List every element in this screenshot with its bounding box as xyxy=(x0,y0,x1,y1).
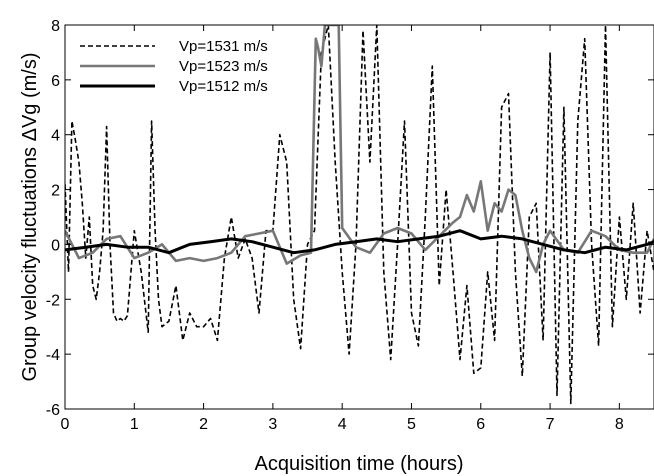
series-line-1 xyxy=(65,25,654,405)
series-line-2 xyxy=(65,25,654,274)
y-tick-label: 2 xyxy=(51,183,60,200)
x-tick-label: 7 xyxy=(546,416,555,433)
x-tick-label: 4 xyxy=(338,416,347,433)
series-layer xyxy=(65,25,654,405)
y-tick-label: -4 xyxy=(46,347,60,364)
ticks-layer: 0 1 2 3 4 5 6 7 8 -6 -4 -2 0 2 4 6 8 xyxy=(46,18,654,433)
legend-label-1: Vp=1531 m/s xyxy=(179,38,268,55)
plot-frame xyxy=(64,24,654,410)
legend: Vp=1531 m/s Vp=1523 m/s Vp=1512 m/s xyxy=(80,38,268,95)
y-axis-title: Group velocity fluctuations ΔVg (m/s) xyxy=(19,52,41,381)
legend-label-2: Vp=1523 m/s xyxy=(179,58,268,75)
y-tick-label: 0 xyxy=(51,237,60,254)
y-tick-label: 4 xyxy=(51,128,60,145)
x-tick-label: 5 xyxy=(407,416,416,433)
y-tick-label: -2 xyxy=(46,292,60,309)
series-line-3 xyxy=(65,229,654,255)
legend-label-3: Vp=1512 m/s xyxy=(179,78,268,95)
x-tick-label: 0 xyxy=(61,416,70,433)
y-tick-label: 8 xyxy=(51,18,60,35)
x-tick-label: 8 xyxy=(615,416,624,433)
x-axis-title: Acquisition time (hours) xyxy=(255,453,464,475)
x-tick-label: 1 xyxy=(130,416,139,433)
x-tick-label: 2 xyxy=(199,416,208,433)
y-tick-label: 6 xyxy=(51,73,60,90)
y-tick-label: -6 xyxy=(46,402,60,419)
x-tick-label: 6 xyxy=(476,416,485,433)
x-tick-label: 3 xyxy=(268,416,277,433)
